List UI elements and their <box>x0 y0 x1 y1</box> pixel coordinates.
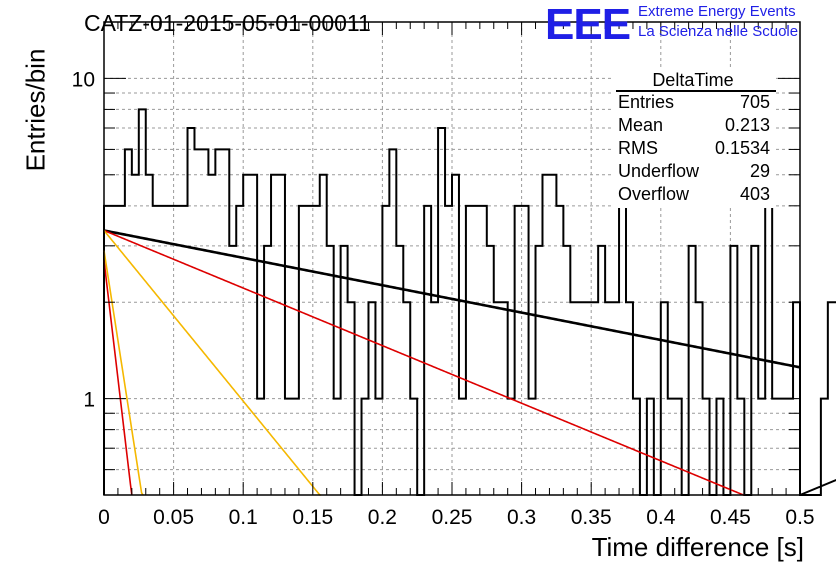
fit-curves <box>103 229 801 496</box>
x-tick-label: 0.05 <box>153 506 194 529</box>
x-tick-label: 0.45 <box>710 506 751 529</box>
stats-value: 0.1534 <box>714 138 770 158</box>
stats-value: 403 <box>739 184 770 204</box>
y-tick-label: 10 <box>72 68 95 91</box>
axes <box>103 21 801 496</box>
fit-curve-1 <box>103 229 745 496</box>
x-tick-label: 0.2 <box>368 506 397 529</box>
stats-row-overflow: Overflow 403 <box>618 184 770 206</box>
eee-logo: EEE <box>545 0 631 49</box>
stats-box: DeltaTime Entries 705 Mean 0.213 RMS 0.1… <box>612 70 776 208</box>
x-tick-label: 0.15 <box>292 506 333 529</box>
stats-row-mean: Mean 0.213 <box>618 115 770 137</box>
fit-curve-0 <box>103 229 801 369</box>
fit-curve-2 <box>103 229 322 496</box>
x-tick-label: 0 <box>98 506 110 529</box>
x-tick-label: 0.3 <box>507 506 536 529</box>
y-tick-label: 1 <box>83 389 95 412</box>
x-tick-label: 0.25 <box>432 506 473 529</box>
y-axis-label: Entries/bin <box>20 48 51 172</box>
stats-value: 705 <box>739 92 770 112</box>
run-title: CATZ-01-2015-05-01-00011 <box>84 10 371 36</box>
fit-curve-4 <box>103 260 133 496</box>
stats-divider <box>616 90 776 92</box>
stats-label: Mean <box>618 115 664 135</box>
stats-value: 0.213 <box>724 115 770 135</box>
stats-row-rms: RMS 0.1534 <box>618 138 770 160</box>
x-tick-label: 0.4 <box>646 506 676 529</box>
stats-label: Overflow <box>618 184 690 204</box>
stats-label: RMS <box>618 138 658 158</box>
x-tick-label: 0.5 <box>785 506 814 529</box>
stats-row-underflow: Underflow 29 <box>618 161 770 183</box>
stats-row-entries: Entries 705 <box>618 92 770 114</box>
x-tick-label: 0.1 <box>229 506 258 529</box>
stats-title: DeltaTime <box>652 70 734 90</box>
stats-label: Underflow <box>618 161 700 181</box>
fit-curve-3 <box>103 250 144 496</box>
tick-labels: 0 0.05 0.1 0.15 0.2 0.25 0.3 0.35 0.4 0.45 0.5 1 10 <box>72 68 815 529</box>
stats-value: 29 <box>749 161 770 181</box>
eee-tagline-2: La Scienza nelle Scuole <box>638 23 799 40</box>
x-axis-label: Time difference [s] <box>591 532 804 562</box>
eee-tagline-1: Extreme Energy Events <box>638 3 796 20</box>
stats-label: Entries <box>618 92 675 112</box>
x-tick-label: 0.35 <box>571 506 612 529</box>
